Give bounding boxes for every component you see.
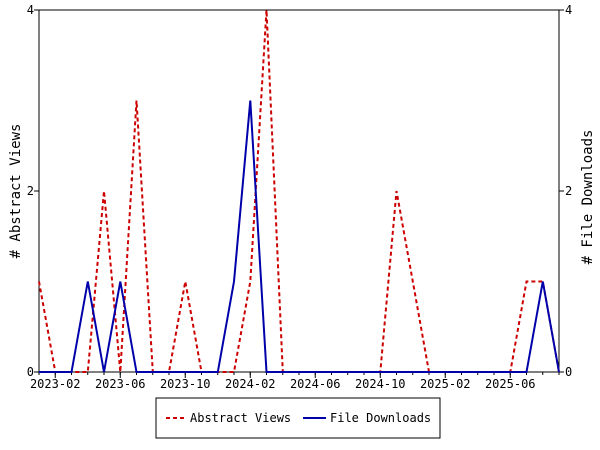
- y-tick-label-left: 0: [27, 365, 34, 379]
- x-tick-label: 2024-06: [290, 377, 341, 391]
- x-tick-label: 2024-10: [355, 377, 406, 391]
- y-axis-title-right: # File Downloads: [580, 130, 596, 265]
- legend-box: [155, 397, 441, 439]
- y-axis-title-left: # Abstract Views: [8, 124, 24, 259]
- series-layer: [38, 9, 560, 373]
- y-tick-label-right: 0: [565, 365, 572, 379]
- x-tick-label: 2023-06: [95, 377, 146, 391]
- x-tick-label: 2025-06: [485, 377, 536, 391]
- axis-ticks: [34, 9, 564, 378]
- y-tick-label-right: 4: [565, 3, 572, 17]
- plot-area: [38, 9, 560, 373]
- x-tick-label: 2024-02: [225, 377, 276, 391]
- legend: Abstract Views File Downloads: [155, 397, 441, 439]
- y-tick-label-left: 2: [27, 184, 34, 198]
- x-tick-label: 2023-02: [30, 377, 81, 391]
- y-tick-label-right: 2: [565, 184, 572, 198]
- legend-label-file-downloads: File Downloads: [330, 411, 431, 425]
- tick-labels: 0 2 4 0 2 4 2023-02 2023-06 2023-10 2024-02 2024-0…: [27, 3, 572, 391]
- x-tick-label: 2023-10: [160, 377, 211, 391]
- series-line-file-downloads: [39, 100, 560, 373]
- x-tick-label: 2025-02: [420, 377, 471, 391]
- y-tick-label-left: 4: [27, 3, 34, 17]
- legend-label-abstract-views: Abstract Views: [190, 411, 291, 425]
